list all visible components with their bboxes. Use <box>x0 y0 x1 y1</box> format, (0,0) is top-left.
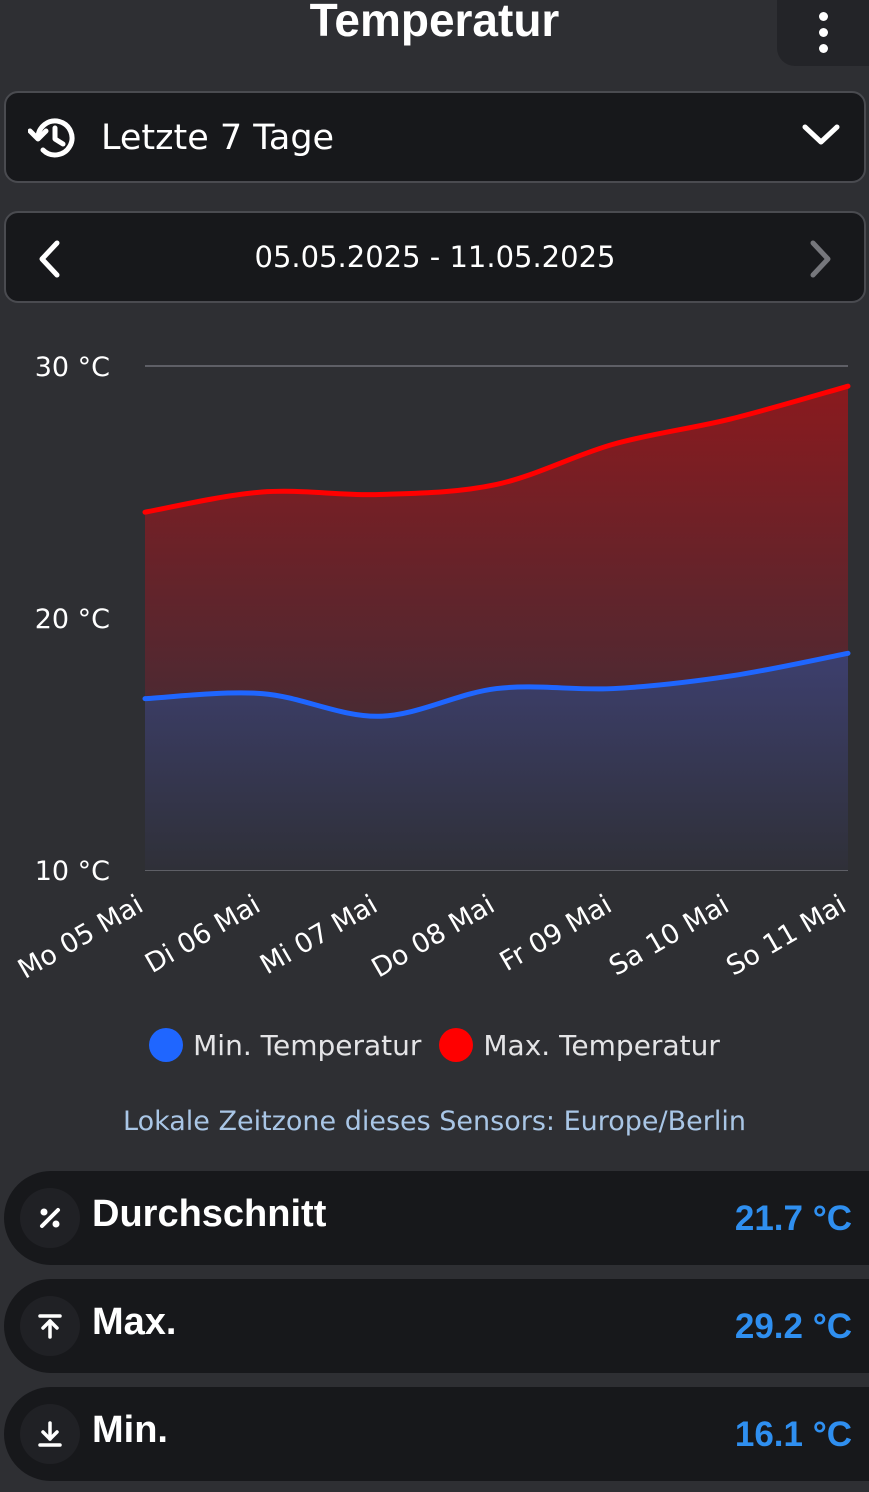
legend-item-min[interactable]: Min. Temperatur <box>149 1028 421 1062</box>
percent-icon <box>20 1188 80 1248</box>
stat-average: Durchschnitt 21.7 °C <box>4 1171 869 1265</box>
date-range-navigator: 05.05.2025 - 11.05.2025 <box>4 211 866 303</box>
chart-legend: Min. Temperatur Max. Temperatur <box>0 1028 869 1062</box>
date-range-label: 05.05.2025 - 11.05.2025 <box>254 240 616 274</box>
legend-swatch-max <box>439 1028 474 1062</box>
history-icon <box>28 118 75 158</box>
stat-min-value: 16.1 °C <box>734 1415 852 1454</box>
download-icon <box>20 1404 80 1464</box>
stat-min-label: Min. <box>92 1409 168 1451</box>
stat-max-value: 29.2 °C <box>734 1307 852 1346</box>
chevron-right-icon[interactable] <box>808 239 834 279</box>
chevron-left-icon[interactable] <box>36 239 62 279</box>
series-line-min <box>142 650 851 719</box>
stat-max-label: Max. <box>92 1301 177 1343</box>
stat-average-label: Durchschnitt <box>92 1193 327 1235</box>
legend-item-max[interactable]: Max. Temperatur <box>439 1028 720 1062</box>
series-area-max <box>145 386 848 717</box>
period-select-label: Letzte 7 Tage <box>101 118 335 158</box>
x-tick-label: So 11 Mai <box>721 889 851 982</box>
x-tick-label: Fr 09 Mai <box>495 889 617 978</box>
y-tick-label: 20 °C <box>35 604 110 635</box>
x-tick-label: Mi 07 Mai <box>255 889 383 981</box>
stat-average-value: 21.7 °C <box>734 1199 852 1238</box>
arrow-up-to-line-icon <box>20 1296 80 1356</box>
x-tick-label: Do 08 Mai <box>367 889 500 984</box>
series-line-max <box>142 383 851 515</box>
page-title: Temperatur <box>309 0 560 46</box>
legend-label-max: Max. Temperatur <box>483 1028 720 1062</box>
more-menu-button[interactable] <box>777 0 869 66</box>
more-vertical-icon <box>818 11 828 53</box>
legend-swatch-min <box>149 1028 184 1062</box>
x-tick-label: Mo 05 Mai <box>13 889 149 985</box>
timezone-note: Lokale Zeitzone dieses Sensors: Europe/B… <box>123 1106 746 1137</box>
y-tick-label: 30 °C <box>35 352 110 383</box>
chevron-down-icon <box>802 124 840 145</box>
x-tick-label: Sa 10 Mai <box>604 889 734 982</box>
stat-min: Min. 16.1 °C <box>4 1387 869 1481</box>
x-tick-label: Di 06 Mai <box>140 889 266 979</box>
y-tick-label: 10 °C <box>35 856 110 887</box>
period-select[interactable]: Letzte 7 Tage <box>4 91 866 183</box>
legend-label-min: Min. Temperatur <box>193 1028 422 1062</box>
stat-max: Max. 29.2 °C <box>4 1279 869 1373</box>
